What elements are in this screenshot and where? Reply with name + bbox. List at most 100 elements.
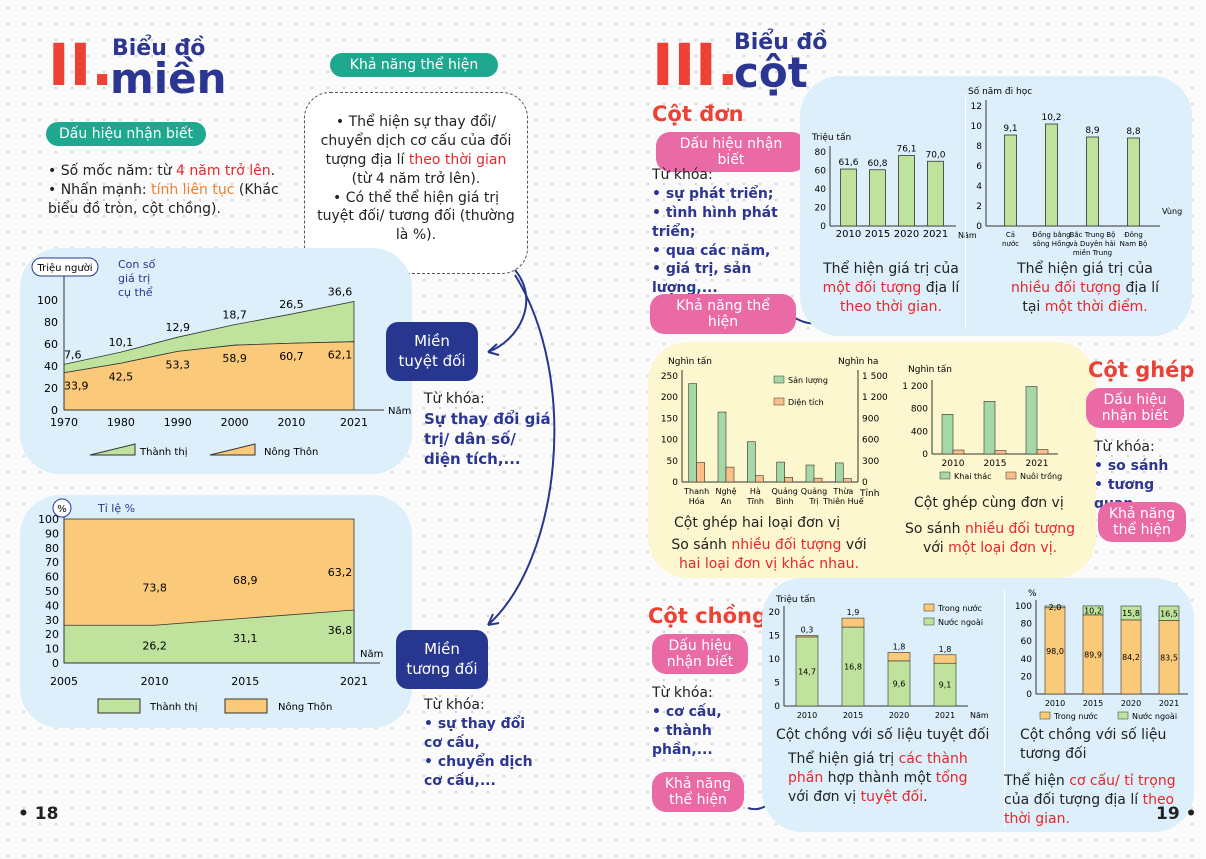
y-tick-label: 4 [976, 182, 982, 192]
x-tick-label: 2020 [889, 711, 909, 720]
legend-foreign-swatch [1117, 711, 1129, 720]
ability-box [304, 92, 528, 274]
x-tick-label: 2021 [340, 416, 368, 429]
y-tick-label: 20 [769, 608, 781, 618]
x-tick-label: 2010 [141, 675, 169, 688]
stack-segment [933, 654, 957, 664]
bar [898, 155, 915, 227]
stacked-sign-pill: Dấu hiệu nhận biết [652, 634, 748, 675]
legend-rural-swatch [224, 698, 268, 714]
y-tick-label: 0 [820, 222, 826, 232]
legend-urban-swatch [89, 443, 136, 456]
x-tick-label: 2020 [894, 229, 919, 240]
legend-foreign-label: Nước ngoài [1132, 711, 1177, 721]
stacked-ability-pill: Khả năng thể hiện [652, 772, 744, 813]
y-tick-label: 100 [1015, 602, 1032, 612]
ability-text: • Thể hiện sự thay đổi/ chuyển dịch cơ c… [317, 114, 515, 244]
urban-value-label: 36,6 [328, 285, 353, 298]
urban-value-label: 12,9 [165, 321, 190, 334]
y-tick-label: 60 [815, 167, 827, 177]
segment-value-label: 84,2 [1122, 653, 1140, 662]
stack-segment [795, 635, 819, 638]
y-tick-label: 10 [971, 122, 983, 132]
y-tick-label: 80 [815, 148, 827, 158]
value-label: 70,0 [925, 150, 945, 160]
segment-value-label: 0,3 [801, 626, 814, 635]
x-tick-label: 2015 [843, 711, 863, 720]
y-tick-label: 20 [1021, 672, 1033, 682]
y-tick-label-left: 150 [661, 414, 678, 424]
stack-segment [841, 617, 865, 628]
rural-value-label: 68,9 [233, 574, 258, 587]
stacked-chart-relative: 0 20 40 60 80 100 98,0 2,0 2010 89,9 10,2 2015 84,2 1… [1015, 589, 1188, 721]
bar-area [755, 475, 764, 483]
y-axis-label-right: Nghìn ha [838, 357, 878, 367]
stacked-keywords: Từ khóa: • cơ cấu, • thành phần,... [652, 685, 722, 758]
y-tick-label: 40 [1021, 655, 1033, 665]
segment-value-label: 1,8 [939, 645, 952, 654]
y-label-badge [31, 257, 99, 277]
bar [1086, 136, 1099, 227]
y-tick-label: 0 [976, 222, 982, 232]
bar [869, 169, 886, 227]
bar-production [835, 462, 844, 483]
x-tick-label: miền Trung [1073, 249, 1112, 257]
y-tick-label: 5 [774, 679, 780, 689]
segment-value-label: 16,8 [844, 663, 862, 672]
y-tick-label: 0 [922, 450, 928, 460]
legend-urban-label: Thành thị [139, 446, 187, 458]
x-tick-label: Bắc Trung Bộ [1070, 230, 1116, 239]
x-tick-label: Quảng [801, 486, 827, 496]
segment-value-label: 9,1 [939, 681, 952, 690]
page-number-right: 19 • [1156, 804, 1197, 824]
legend-rural-label: Nông Thôn [278, 701, 332, 713]
urban-value-label: 26,2 [142, 639, 167, 652]
ability-pill: Khả năng thể hiện [330, 53, 498, 78]
legend-rural-swatch [209, 443, 256, 456]
area-rural [63, 341, 355, 411]
area-chart-absolute: 0 20 40 60 80 100 1970 1980 1990 2000 2010 2021 33,9… [31, 257, 411, 458]
bar-production [717, 411, 727, 483]
legend-urban-label: Thành thị [149, 701, 197, 713]
y-tick-label: 60 [1021, 637, 1033, 647]
x-tick-label: 2010 [942, 459, 965, 469]
grouped-ability-pill: Khả năng thể hiện [1098, 502, 1186, 543]
y-tick-label-left: 200 [661, 393, 678, 403]
y-tick-label-right: 600 [862, 436, 879, 446]
value-label: 8,8 [1126, 127, 1141, 137]
legend-catch-label: Khai thác [954, 472, 992, 481]
legend-domestic-label: Trong nước [937, 603, 982, 613]
x-tick-label: Thừa [832, 487, 853, 496]
bar [840, 168, 857, 227]
x-tick-label: 2010 [1045, 699, 1065, 708]
y-tick-label: 10 [769, 655, 781, 665]
y-tick-label-right: 0 [862, 478, 868, 488]
stacked-desc-1: Thể hiện giá trị các thành phần hợp thàn… [788, 751, 968, 805]
y-axis-label: % [1028, 589, 1037, 599]
right-section-number: III. [652, 31, 739, 99]
urban-value-label: 26,5 [279, 298, 304, 311]
y-tick-label: 0 [52, 657, 59, 670]
x-tick-label: 2015 [1083, 699, 1103, 708]
y-tick-label: 8 [976, 142, 982, 152]
y-tick-label-right: 1 200 [862, 393, 888, 403]
stacked-chart-absolute: 0 5 10 15 20 14,7 0,3 2010 16,8 1,9 2015 9,6 1,8 2020… [769, 594, 989, 720]
y-tick-label: 20 [815, 204, 827, 214]
y-tick-label: 60 [44, 338, 58, 351]
x-tick-label: 2021 [935, 711, 955, 720]
x-tick-label: Trị [808, 497, 818, 507]
rel-keywords: Từ khóa: • sự thay đổi cơ cấu, • chuyển … [424, 697, 533, 789]
bar-catch [1025, 386, 1038, 455]
x-tick-label: Đồng bằng [1032, 230, 1070, 239]
y-tick-label-left: 0 [672, 478, 678, 488]
section-number: II. [48, 31, 114, 99]
urban-value-label: 18,7 [222, 309, 247, 322]
bar-production [747, 441, 756, 483]
x-tick-label: 2010 [797, 711, 817, 720]
bar-area [843, 478, 852, 483]
urban-value-label: 31,1 [233, 632, 258, 645]
value-label: 76,1 [896, 145, 916, 155]
y-tick-label: 0 [1026, 690, 1032, 700]
